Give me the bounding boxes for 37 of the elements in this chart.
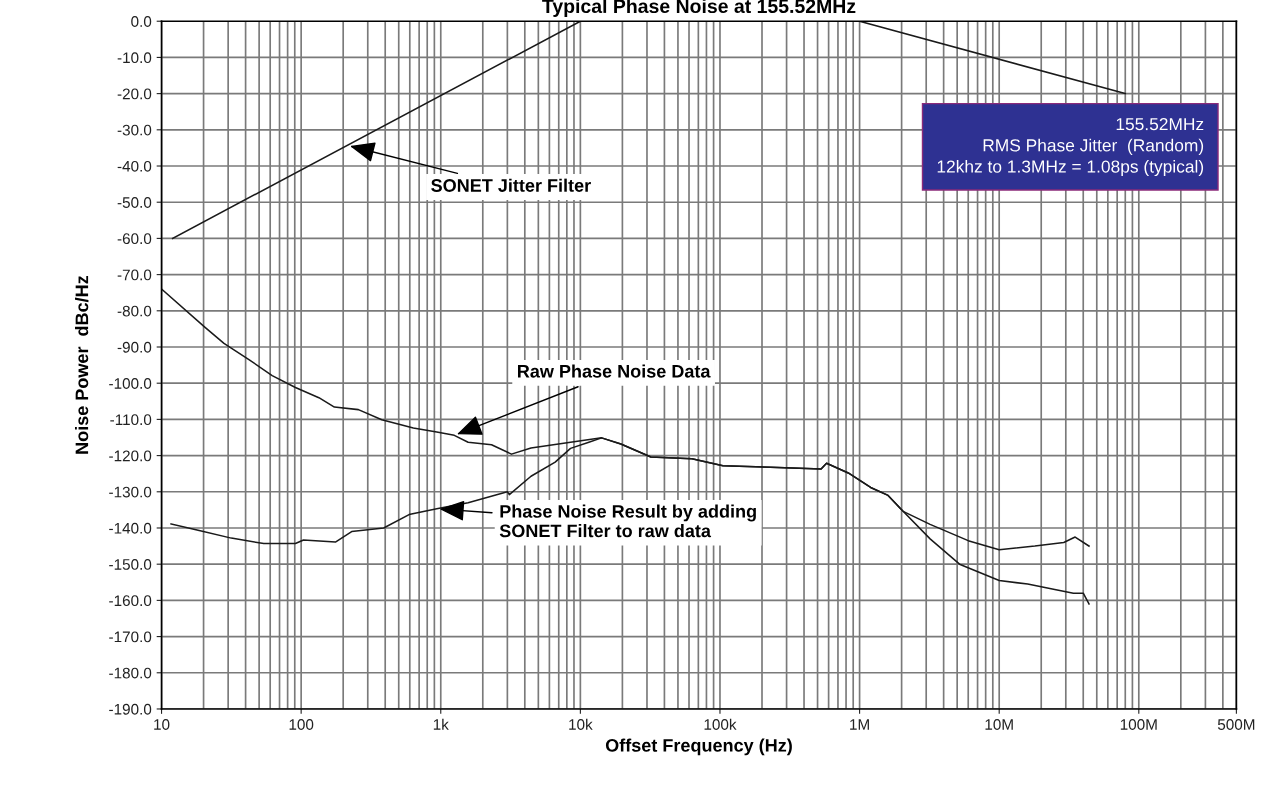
y-tick-label: -190.0 (109, 703, 152, 715)
y-tick-label: -80.0 (117, 305, 152, 317)
y-tick-label: -110.0 (110, 414, 152, 426)
y-tick-label: -70.0 (117, 269, 152, 281)
y-tick-label: -40.0 (117, 160, 152, 172)
annotation: 155.52MHz (1116, 117, 1204, 131)
y-tick-label: -170.0 (109, 631, 152, 643)
y-tick-label: -50.0 (117, 197, 152, 208)
x-tick-label: 500M (1217, 719, 1255, 730)
y-tick-label: -90.0 (117, 341, 152, 353)
annotation: 12khz to 1.3MHz = 1.08ps (typical) (937, 159, 1204, 177)
annotation: Phase Noise Result by adding SONET Filter to raw data (499, 504, 756, 538)
x-tick-label: 100k (704, 718, 737, 730)
x-tick-label: 10M (985, 719, 1013, 730)
x-axis-title: Offset Frequency (Hz) (605, 738, 792, 756)
x-tick-label: 10k (569, 718, 593, 730)
y-axis-title: Noise Power dBc/Hz (75, 275, 89, 454)
y-tick-label: -160.0 (109, 595, 152, 607)
x-tick-label: 100M (1120, 719, 1157, 730)
y-tick-label: 0.0 (131, 16, 152, 27)
y-tick-label: -130.0 (109, 486, 152, 498)
x-tick-label: 1M (850, 719, 869, 730)
annotation: RMS Phase Jitter (Random) (983, 138, 1204, 155)
y-tick-label: -10.0 (117, 52, 152, 64)
annotation: Raw Phase Noise Data (518, 364, 711, 378)
x-tick-label: 10 (154, 719, 170, 730)
y-tick-label: -180.0 (109, 667, 152, 679)
y-tick-label: -20.0 (117, 88, 152, 100)
y-tick-label: -100.0 (109, 378, 152, 389)
y-tick-label: -140.0 (109, 522, 152, 534)
y-tick-label: -60.0 (117, 233, 152, 245)
y-tick-label: -120.0 (109, 450, 152, 462)
y-tick-label: -30.0 (117, 124, 152, 136)
x-tick-label: 100 (289, 719, 314, 730)
x-tick-label: 1k (433, 718, 449, 730)
y-tick-label: -150.0 (109, 559, 152, 570)
annotation: SONET Jitter Filter (431, 178, 591, 192)
